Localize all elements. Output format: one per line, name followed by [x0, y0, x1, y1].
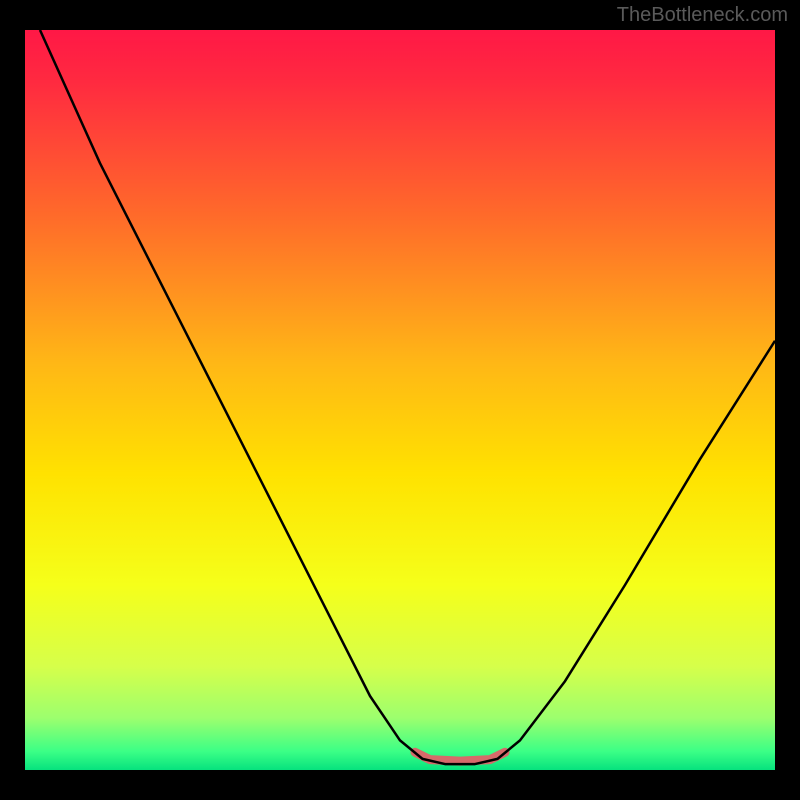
bottleneck-curve [25, 30, 775, 770]
watermark-text: TheBottleneck.com [617, 4, 788, 27]
plot-area [25, 30, 775, 770]
v-curve-line [40, 30, 775, 764]
